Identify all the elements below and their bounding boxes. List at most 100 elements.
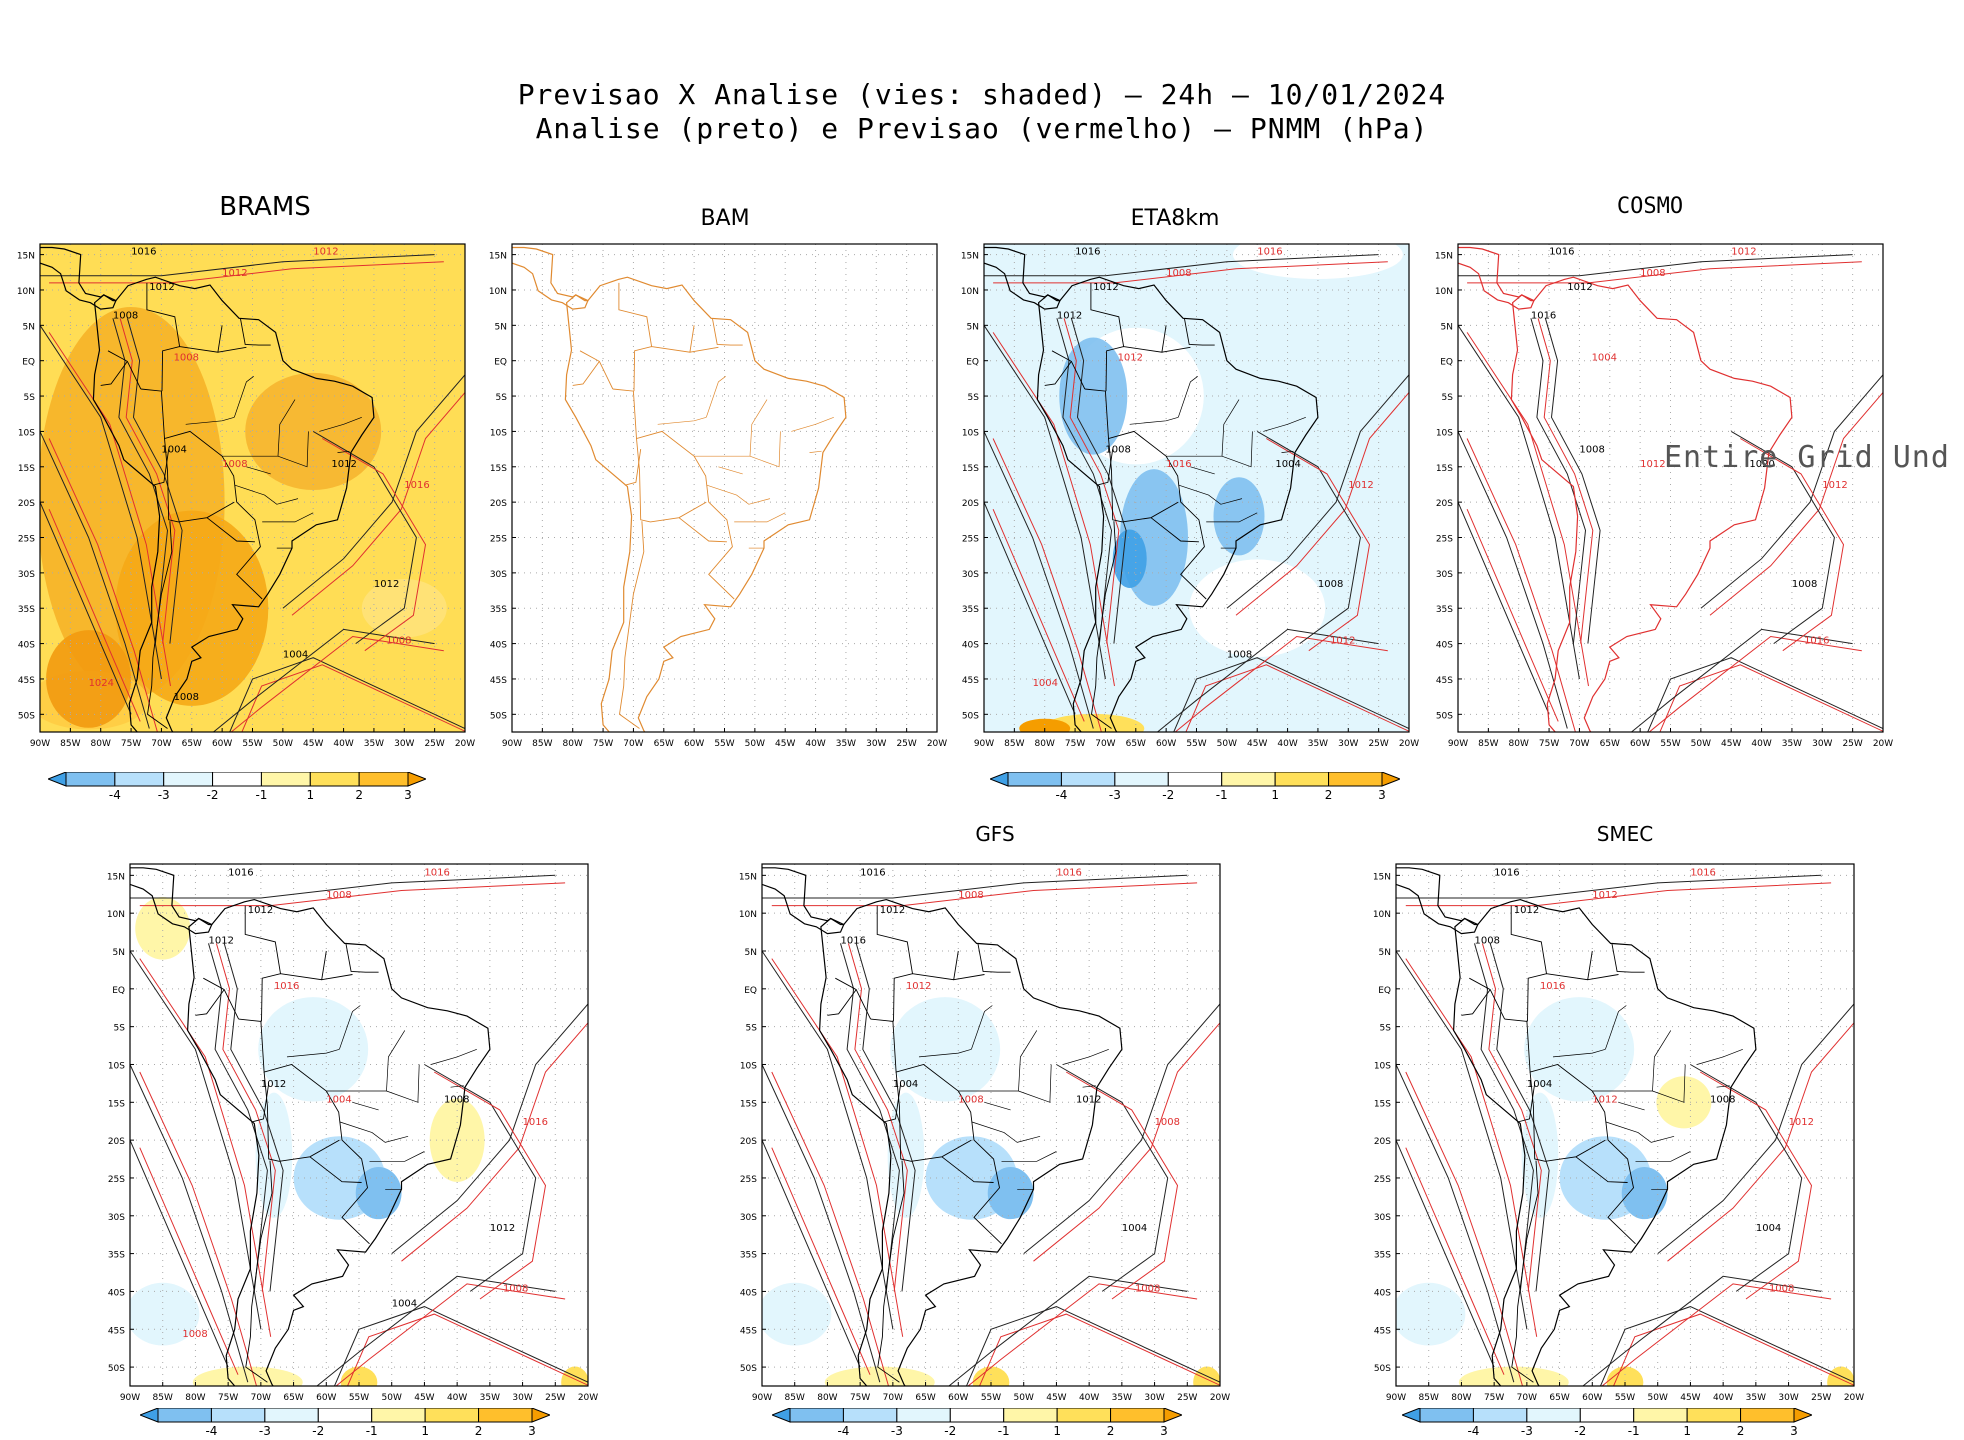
country-border (977, 943, 1011, 973)
country-border (217, 346, 247, 353)
lat-tick-label: 10S (1436, 428, 1453, 438)
colorbar-segment (1579, 1407, 1635, 1423)
isobar-label: 1004 (1756, 1223, 1781, 1234)
bias-blob (1621, 1166, 1668, 1220)
lon-tick-label: 30W (866, 739, 886, 749)
analysis-isobar (1458, 431, 1568, 729)
lon-tick-label: 70W (1517, 1393, 1537, 1403)
lon-tick-label: 65W (654, 739, 674, 749)
country-border (161, 325, 223, 392)
country-border (870, 1018, 1002, 1245)
colorbar-segment (478, 1407, 533, 1423)
state-border (319, 416, 362, 432)
analysis-isobar (1056, 1064, 1169, 1292)
colorbar-segment (212, 771, 262, 787)
analysis-isobar (1396, 874, 1822, 899)
isobar-label: 1012 (149, 282, 174, 293)
isobar-label: 1008 (1135, 1283, 1160, 1294)
lon-tick-label: 75W (1484, 1393, 1504, 1403)
lat-tick-label: 10S (962, 428, 979, 438)
lon-tick-label: 25W (424, 739, 444, 749)
isobar-label: 1008 (174, 353, 199, 364)
lon-tick-label: 65W (182, 739, 202, 749)
forecast-isobar (1466, 332, 1589, 687)
colorbar-segment (789, 1407, 844, 1423)
isobar-label: 1016 (1075, 247, 1100, 258)
colorbar-tick-label: -3 (158, 788, 170, 802)
forecast-isobar (48, 509, 141, 722)
forecast-isobar (1466, 438, 1576, 732)
analysis-isobar (229, 657, 465, 732)
lon-tick-label: 45W (1680, 1393, 1700, 1403)
isobar-label: 1016 (523, 1117, 548, 1128)
colorbar-svg: -4-3-2-11234 (1400, 1407, 1851, 1438)
forecast-isobar (1740, 438, 1845, 652)
colorbar-segment (317, 1407, 373, 1423)
lon-tick-label: 35W (1746, 1393, 1766, 1403)
bias-blob (355, 1166, 402, 1220)
lon-tick-label: 45W (1721, 739, 1741, 749)
analysis-isobar (984, 325, 1106, 680)
country-border (345, 943, 379, 973)
isobar-label: 1016 (1531, 310, 1556, 321)
colorbar-segment (358, 771, 409, 787)
colorbar-tick-label: 1 (1683, 1424, 1691, 1436)
state-border (1652, 1030, 1672, 1092)
lat-tick-label: 5N (1379, 948, 1391, 958)
lat-tick-label: 30S (1374, 1213, 1391, 1223)
country-border (195, 989, 225, 1016)
lon-tick-label: 25W (1368, 739, 1388, 749)
state-border (337, 450, 350, 453)
lon-tick-label: 55W (349, 1393, 369, 1403)
isobar-label: 1004 (1275, 459, 1300, 470)
colorbar-left-arrow (988, 771, 1009, 787)
country-border (895, 1071, 972, 1162)
analysis-isobar (762, 1064, 881, 1383)
coastline-central-america (512, 246, 589, 310)
coastline-central-america (984, 246, 1061, 310)
forecast-isobar (1699, 1071, 1813, 1300)
analysis-isobar (1396, 950, 1528, 1330)
lat-tick-label: 45S (962, 676, 979, 686)
lat-tick-label: 20S (18, 499, 35, 509)
country-border (1090, 282, 1125, 347)
state-border (1206, 512, 1258, 523)
isobar-label: 1012 (331, 459, 356, 470)
country-border (164, 438, 235, 523)
country-border (1575, 1156, 1628, 1183)
country-border (206, 517, 255, 543)
forecast-isobar (771, 882, 1198, 907)
state-border (286, 1048, 340, 1058)
map-panel-brams: 1016 1012 1012 1012 1008 1008 1004 1008 1012 1016… (0, 228, 480, 758)
country-border (1511, 1160, 1539, 1383)
lat-tick-label: 40S (1374, 1288, 1391, 1298)
state-border (657, 416, 707, 425)
state-border (1062, 1048, 1109, 1065)
isobar-label: 1012 (209, 935, 234, 946)
lat-tick-label: 25S (108, 1175, 125, 1185)
lon-tick-label: 70W (1569, 739, 1589, 749)
lat-tick-label: 10S (108, 1061, 125, 1071)
isobar-label: 1008 (326, 890, 351, 901)
state-border (1605, 1121, 1675, 1143)
lon-tick-label: 55W (1186, 739, 1206, 749)
country-border (953, 974, 985, 981)
isobar-label: 1008 (1710, 1094, 1735, 1105)
country-border (624, 449, 642, 486)
colorbar-tick-label: 2 (475, 1424, 483, 1436)
state-border (1618, 1101, 1645, 1111)
colorbar-tick-label: 2 (355, 788, 363, 802)
forecast-isobar (347, 1313, 588, 1386)
forecast-isobar (1601, 1283, 1832, 1386)
state-border (809, 450, 822, 453)
lon-tick-label: 20W (455, 739, 475, 749)
forecast-isobar (1613, 1313, 1854, 1386)
lat-tick-label: 40S (962, 641, 979, 651)
lat-tick-label: 25S (740, 1175, 757, 1185)
lat-tick-label: 40S (18, 641, 35, 651)
lon-tick-label: 75W (121, 739, 141, 749)
forecast-isobar (1709, 391, 1883, 616)
country-border (835, 977, 872, 1020)
bias-blob (824, 1366, 935, 1386)
analysis-isobar (130, 1064, 249, 1383)
